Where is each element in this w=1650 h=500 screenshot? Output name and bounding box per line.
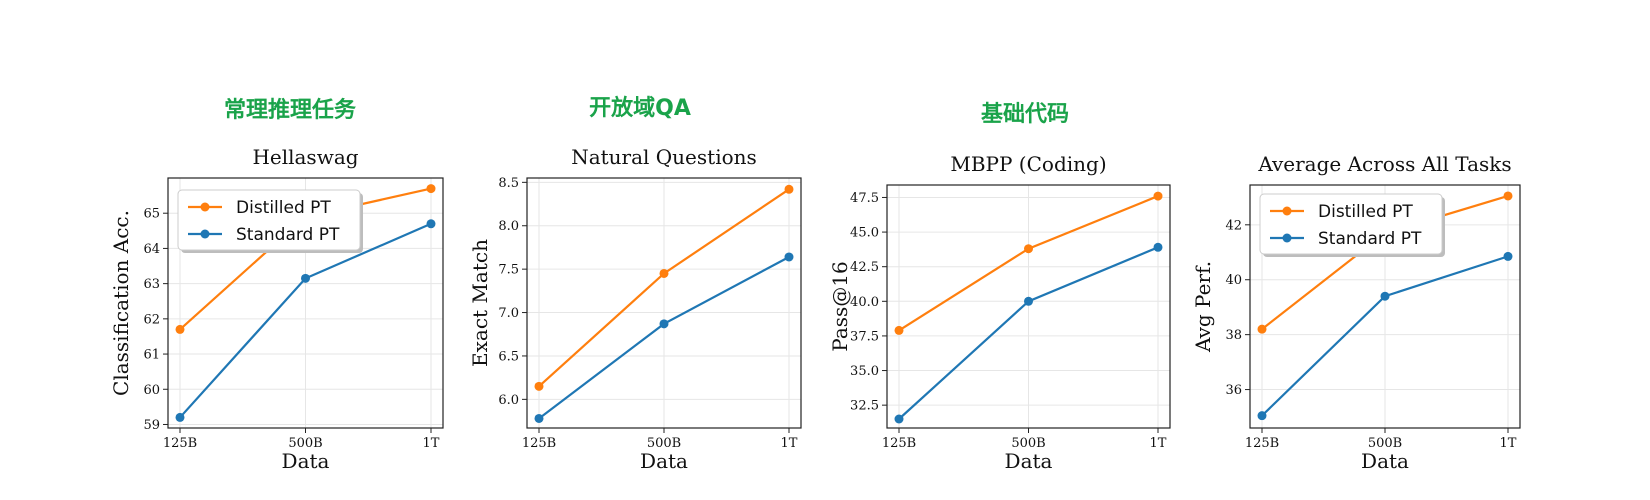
- chart-title: Hellaswag: [252, 145, 358, 169]
- chart-title: Natural Questions: [571, 145, 757, 169]
- x-tick-label: 500B: [1368, 436, 1402, 451]
- x-tick-label: 125B: [882, 436, 916, 451]
- y-tick-label: 59: [143, 418, 160, 433]
- x-tick-label: 500B: [647, 436, 681, 451]
- y-axis-label: Pass@16: [828, 261, 852, 351]
- data-point: [894, 414, 904, 424]
- y-axis-label: Classification Acc.: [109, 210, 133, 396]
- y-tick-label: 35.0: [850, 364, 879, 379]
- y-tick-label: 63: [143, 277, 160, 292]
- data-point: [659, 268, 669, 278]
- chart-title: Average Across All Tasks: [1257, 152, 1511, 176]
- data-point: [426, 184, 436, 194]
- x-axis-label: Data: [1005, 449, 1053, 473]
- data-point: [784, 184, 794, 194]
- data-point: [426, 219, 436, 229]
- data-point: [1024, 296, 1033, 306]
- legend-label-1: Standard PT: [1318, 229, 1422, 249]
- data-point: [1503, 251, 1513, 261]
- legend-box: [177, 189, 361, 251]
- data-point: [175, 324, 185, 334]
- chart-panel-1: 6.0 6.5 7.0 7.5 8.0 8.5 125B 500B 1T Natural Ques…: [468, 145, 802, 473]
- y-tick-label: 37.5: [850, 329, 879, 344]
- y-tick-label: 7.5: [498, 263, 519, 278]
- y-tick-label: 62: [143, 312, 160, 327]
- x-axis-label: Data: [640, 449, 688, 473]
- x-tick-label: 500B: [288, 436, 322, 451]
- x-tick-label: 125B: [163, 436, 197, 451]
- data-point: [1024, 244, 1033, 254]
- chart-title: MBPP (Coding): [950, 152, 1106, 176]
- legend: Distilled PT Standard PT: [177, 189, 363, 253]
- chart-panel-3: 36 38 40 42 125B 500B 1T Average Across All Tas…: [1191, 152, 1521, 473]
- x-tick-label: 1T: [781, 436, 798, 451]
- chart-panel-2: 32.5 35.0 37.5 40.0 42.5 45.0 47.5 125B 500B 1T MB…: [828, 152, 1171, 473]
- y-tick-label: 61: [143, 348, 160, 363]
- data-point: [534, 381, 544, 391]
- legend-label-0: Distilled PT: [1318, 202, 1413, 222]
- y-tick-label: 32.5: [850, 399, 879, 414]
- y-tick-label: 64: [143, 242, 160, 257]
- y-tick-label: 7.0: [498, 306, 519, 321]
- y-tick-label: 47.5: [850, 191, 879, 206]
- y-tick-label: 60: [143, 383, 160, 398]
- y-tick-label: 40.0: [850, 295, 879, 310]
- y-tick-label: 36: [1225, 383, 1242, 398]
- x-axis-label: Data: [1361, 449, 1409, 473]
- legend-marker-0: [1282, 206, 1292, 216]
- y-axis-label: Exact Match: [468, 239, 492, 367]
- x-tick-label: 1T: [1500, 436, 1517, 451]
- annotation-commonsense: 常理推理任务: [224, 97, 357, 123]
- y-tick-label: 8.5: [498, 176, 519, 191]
- y-tick-label: 6.5: [498, 349, 519, 364]
- legend-marker-0: [200, 202, 210, 212]
- data-point: [1257, 411, 1267, 421]
- chart-panels: 59 60 61 62 63 64 65 125B 500B 1T Hellaswag Data Cla…: [109, 145, 1521, 473]
- y-tick-label: 42: [1225, 218, 1242, 233]
- y-tick-label: 40: [1225, 273, 1242, 288]
- chart-panel-0: 59 60 61 62 63 64 65 125B 500B 1T Hellaswag Data Cla…: [109, 145, 444, 473]
- legend: Distilled PT Standard PT: [1259, 193, 1445, 257]
- y-axis-label: Avg Perf.: [1191, 261, 1215, 353]
- data-point: [1380, 291, 1390, 301]
- legend-label-0: Distilled PT: [236, 198, 331, 218]
- legend-box: [1259, 193, 1443, 255]
- data-point: [1153, 242, 1163, 252]
- data-point: [784, 252, 794, 262]
- y-tick-label: 45.0: [850, 226, 879, 241]
- data-point: [659, 319, 669, 329]
- legend-label-1: Standard PT: [236, 225, 340, 245]
- x-tick-label: 1T: [1150, 436, 1167, 451]
- data-point: [1153, 191, 1163, 201]
- data-point: [534, 413, 544, 423]
- legend-marker-1: [1282, 233, 1292, 243]
- data-point: [1257, 324, 1267, 334]
- annotation-coding: 基础代码: [981, 102, 1069, 127]
- data-point: [894, 325, 904, 335]
- data-point: [1503, 191, 1513, 201]
- x-axis-label: Data: [282, 449, 330, 473]
- x-tick-label: 125B: [522, 436, 556, 451]
- data-point: [175, 412, 185, 422]
- x-tick-label: 500B: [1011, 436, 1045, 451]
- x-tick-label: 125B: [1245, 436, 1279, 451]
- legend-marker-1: [200, 229, 210, 239]
- annotation-open-qa: 开放域QA: [589, 95, 691, 121]
- y-tick-label: 38: [1225, 328, 1242, 343]
- x-tick-label: 1T: [423, 436, 440, 451]
- y-tick-label: 8.0: [498, 219, 519, 234]
- y-tick-label: 42.5: [850, 260, 879, 275]
- y-tick-label: 6.0: [498, 393, 519, 408]
- data-point: [301, 273, 310, 283]
- y-tick-label: 65: [143, 207, 160, 222]
